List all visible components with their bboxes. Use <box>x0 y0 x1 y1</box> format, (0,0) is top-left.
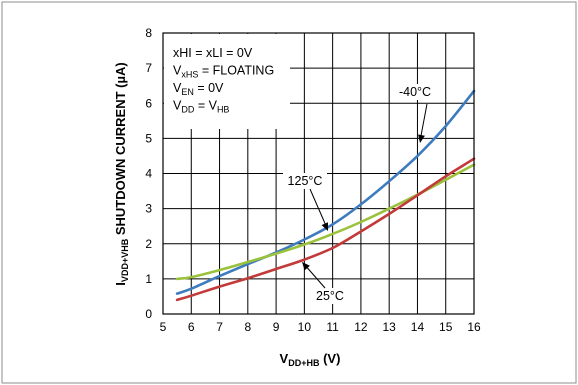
x-tick-label-11: 16 <box>467 320 481 334</box>
condition-main-2: V <box>173 81 182 95</box>
y-tick-label-1: 1 <box>145 272 152 286</box>
y-tick-labels: 0 1 2 3 4 5 6 7 8 <box>145 26 152 321</box>
condition-tail-3: = V <box>194 99 217 113</box>
annotation-bg-1 <box>283 173 327 189</box>
condition-sub-1: xHS <box>181 70 198 80</box>
x-tick-label-6: 11 <box>326 320 339 334</box>
condition-tail-1: = FLOATING <box>198 64 274 78</box>
condition-line-0: xHI = xLI = 0V <box>173 46 253 60</box>
x-tick-label-3: 8 <box>244 320 251 334</box>
annotation-label-1: 125°C <box>288 174 323 188</box>
y-axis-label-main: I <box>113 282 128 286</box>
annotation-arrowhead-2 <box>302 262 310 271</box>
y-axis-label-tail: SHUTDOWN CURRENT (µA) <box>113 62 128 238</box>
series-annotations: -40°C 125°C 25°C <box>283 84 437 304</box>
y-tick-label-5: 5 <box>145 131 152 145</box>
y-tick-label-2: 2 <box>145 237 152 251</box>
annotation-arrowhead-0 <box>418 134 425 143</box>
y-tick-label-3: 3 <box>145 202 152 216</box>
annotation-arrow-line-2 <box>303 263 326 289</box>
x-axis-label-main: V <box>280 351 289 366</box>
x-tick-label-5: 10 <box>298 320 312 334</box>
condition-line-3: VDD = VHB <box>173 99 229 115</box>
x-tick-labels: 5 6 7 8 9 10 11 12 13 14 15 16 <box>160 320 481 334</box>
x-tick-label-1: 6 <box>188 320 195 334</box>
y-tick-label-6: 6 <box>145 96 152 110</box>
plot-border <box>162 32 475 315</box>
x-tick-label-9: 14 <box>411 320 425 334</box>
annotation-bg-0 <box>393 84 437 100</box>
x-axis-label: VDD+HB (V) <box>280 351 341 368</box>
conditions-box <box>164 34 290 129</box>
x-tick-label-7: 12 <box>354 320 368 334</box>
condition-main-1: V <box>173 64 182 78</box>
annotation-arrow-line-1 <box>309 188 328 229</box>
y-tick-label-0: 0 <box>145 307 152 321</box>
condition-sub-2: EN <box>181 87 194 97</box>
x-tick-label-8: 13 <box>383 320 397 334</box>
annotation-label-0: -40°C <box>399 85 431 99</box>
annotation-bg-2 <box>308 288 352 304</box>
condition-line-2: VEN = 0V <box>173 81 224 97</box>
x-tick-label-4: 9 <box>273 320 280 334</box>
plot-series <box>175 89 476 302</box>
annotation-arrowhead-1 <box>321 222 329 231</box>
condition-main-0: xHI = xLI = 0V <box>173 46 253 60</box>
condition-sub2-3: HB <box>217 105 230 115</box>
y-axis-label: IVDD+VHB SHUTDOWN CURRENT (µA) <box>113 62 130 285</box>
x-axis-label-sub: DD+HB <box>288 358 320 368</box>
condition-main-3: V <box>173 99 182 113</box>
y-tick-label-4: 4 <box>145 167 152 181</box>
x-axis-label-tail: (V) <box>319 351 340 366</box>
condition-line-1: VxHS = FLOATING <box>173 64 274 80</box>
y-tick-label-8: 8 <box>145 26 152 40</box>
series-line-0 <box>175 89 476 295</box>
condition-tail-2: = 0V <box>194 81 224 95</box>
annotation-arrow-line-0 <box>419 103 428 142</box>
y-axis-label-sub: VDD+VHB <box>120 238 130 282</box>
annotation-label-2: 25°C <box>316 289 344 303</box>
x-tick-label-0: 5 <box>160 320 167 334</box>
y-tick-label-7: 7 <box>145 61 152 75</box>
x-tick-label-2: 7 <box>216 320 223 334</box>
series-line-2 <box>175 157 476 302</box>
condition-sub-3: DD <box>181 105 194 115</box>
x-tick-label-10: 15 <box>439 320 453 334</box>
